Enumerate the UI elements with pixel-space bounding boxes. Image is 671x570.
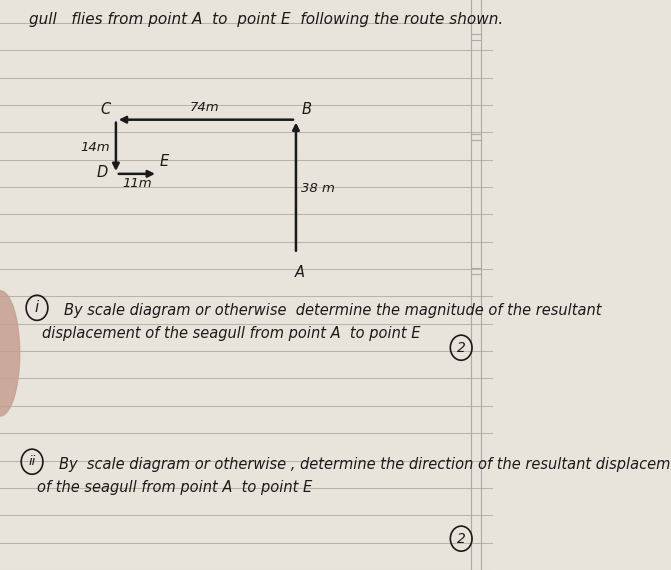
Text: ii: ii	[28, 455, 36, 468]
Text: i: i	[35, 300, 39, 315]
Text: 38 m: 38 m	[301, 182, 335, 194]
Text: B: B	[302, 102, 312, 117]
Text: 14m: 14m	[80, 141, 109, 153]
Text: D: D	[97, 165, 108, 180]
Text: gull   flies from point A  to  point E  following the route shown.: gull flies from point A to point E follo…	[30, 13, 503, 27]
Text: 74m: 74m	[190, 101, 219, 113]
Text: By  scale diagram or otherwise , determine the direction of the resultant displa: By scale diagram or otherwise , determin…	[59, 457, 671, 472]
Ellipse shape	[0, 291, 19, 416]
Text: By scale diagram or otherwise  determine the magnitude of the resultant: By scale diagram or otherwise determine …	[64, 303, 602, 318]
Text: of the seagull from point A  to point E: of the seagull from point A to point E	[37, 480, 312, 495]
Text: 11m: 11m	[122, 177, 152, 190]
Text: A: A	[295, 265, 305, 280]
Text: 2: 2	[457, 341, 466, 355]
Text: 2: 2	[457, 532, 466, 545]
Text: E: E	[159, 154, 168, 169]
Text: C: C	[100, 102, 110, 117]
Text: displacement of the seagull from point A  to point E: displacement of the seagull from point A…	[42, 326, 421, 341]
